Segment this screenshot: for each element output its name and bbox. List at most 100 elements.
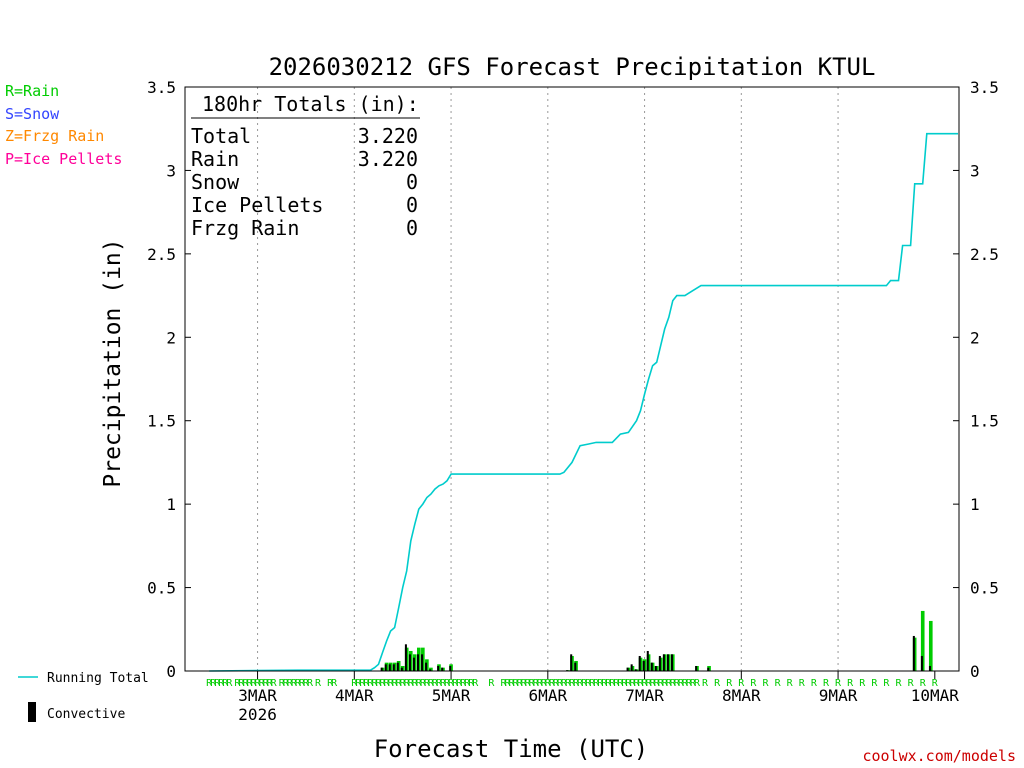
convective-bar [441, 667, 444, 671]
precip-type-marker: R [392, 678, 399, 689]
precip-type-marker: R [799, 678, 806, 689]
precip-type-marker: R [625, 678, 632, 689]
convective-bar [912, 635, 915, 671]
convective-bar [670, 654, 673, 671]
credit-link[interactable]: coolwx.com/models [862, 747, 1016, 765]
precip-type-marker: R [234, 678, 241, 689]
precip-type-marker: R [307, 678, 314, 689]
precip-type-marker: R [605, 678, 612, 689]
x-axis-label: Forecast Time (UTC) [374, 735, 649, 763]
precip-type-marker: R [452, 678, 459, 689]
precip-type-marker: R [420, 678, 427, 689]
precip-type-marker: R [242, 678, 249, 689]
precip-type-marker: R [271, 678, 278, 689]
convective-bar [650, 662, 653, 671]
precip-type-marker: R [488, 678, 495, 689]
precip-type-marker: R [577, 678, 584, 689]
precip-type-marker: R [222, 678, 229, 689]
precip-type-marker: R [327, 678, 334, 689]
convective-bar [412, 657, 415, 671]
rain-bar [928, 620, 933, 671]
precip-type-marker: R [500, 678, 507, 689]
y-tick-label-right: 3.5 [970, 78, 999, 97]
precip-type-marker: R [279, 678, 286, 689]
totals-label-snow: Snow [191, 170, 240, 194]
precip-type-marker: R [210, 678, 217, 689]
precip-type-marker: R [468, 678, 475, 689]
y-tick-label: 1 [166, 495, 176, 514]
precip-type-marker: R [504, 678, 511, 689]
precip-type-marker: R [573, 678, 580, 689]
precip-type-marker: R [444, 678, 451, 689]
convective-legend-label: Convective [47, 707, 125, 722]
precip-type-marker: R [517, 678, 524, 689]
precip-type-marker: R [384, 678, 391, 689]
precip-type-marker: R [545, 678, 552, 689]
precip-type-marker: R [601, 678, 608, 689]
grid-lines [257, 87, 839, 671]
x-tick-label: 4MAR [335, 686, 374, 705]
plot-frame [184, 86, 960, 672]
precip-type-marker: R [291, 678, 298, 689]
precip-type-marker: R [646, 678, 653, 689]
precip-type-marker: R [408, 678, 415, 689]
y-tick-label-right: 2.5 [970, 245, 999, 264]
convective-bar [626, 667, 629, 671]
convective-bar [449, 665, 452, 671]
chart-title: 2026030212 GFS Forecast Precipitation KT… [269, 53, 876, 81]
precip-type-marker: R [388, 678, 395, 689]
precip-type-marker: R [400, 678, 407, 689]
precip-type-marker: R [295, 678, 302, 689]
precip-type-marker: R [896, 678, 903, 689]
convective-bar [416, 654, 420, 671]
convective-legend-swatch [28, 702, 36, 722]
x-tick-label: 10MAR [911, 686, 960, 705]
x-tick-sublabel: 2026 [238, 705, 277, 724]
totals-value-ice-pellets: 0 [406, 193, 418, 217]
precip-type-marker: R [299, 678, 306, 689]
precip-type-marker: R [621, 678, 628, 689]
convective-bar [421, 654, 424, 671]
series-legend: Running Total Convective [18, 671, 149, 722]
precip-type-marker: R [371, 678, 378, 689]
precip-type-marker: R [416, 678, 423, 689]
precip-type-marker: R [589, 678, 596, 689]
precip-type-marker: R [932, 678, 939, 689]
precip-type-marker: R [287, 678, 294, 689]
totals-label-rain: Rain [191, 147, 239, 171]
precip-type-marker: R [823, 678, 830, 689]
x-tick-label: 9MAR [819, 686, 858, 705]
precip-type-marker: R [690, 678, 697, 689]
precip-type-marker: R [787, 678, 794, 689]
y-tick-label: 2 [166, 328, 176, 347]
precip-type-marker: R [617, 678, 624, 689]
precip-type-legend: R=Rain S=Snow Z=Frzg Rain P=Ice Pellets [5, 82, 122, 168]
precip-type-marker: R [226, 678, 233, 689]
precip-type-marker: R [246, 678, 253, 689]
convective-bar [642, 660, 645, 671]
precip-type-marker: R [315, 678, 322, 689]
x-tick-label: 8MAR [722, 686, 761, 705]
precip-type-marker: R [633, 678, 640, 689]
convective-bar [408, 654, 411, 671]
precip-type-marker: R [424, 678, 431, 689]
convective-bar [646, 650, 649, 671]
precip-type-marker: R [404, 678, 411, 689]
precip-type-marker: R [283, 678, 290, 689]
precip-type-marker: R [670, 678, 677, 689]
precip-type-marker: R [412, 678, 419, 689]
convective-bars [380, 635, 931, 671]
precip-type-marker: R [686, 678, 693, 689]
running-total-legend-label: Running Total [47, 671, 149, 686]
precip-type-marker: R [460, 678, 467, 689]
precip-type-marker: R [883, 678, 890, 689]
precip-type-marker: R [432, 678, 439, 689]
y-axis-label: Precipitation (in) [100, 238, 126, 487]
convective-bar [658, 655, 661, 671]
precip-type-marker: R [214, 678, 221, 689]
precip-type-marker: R [762, 678, 769, 689]
convective-bar [920, 655, 923, 671]
y-tick-label: 1.5 [147, 412, 176, 431]
